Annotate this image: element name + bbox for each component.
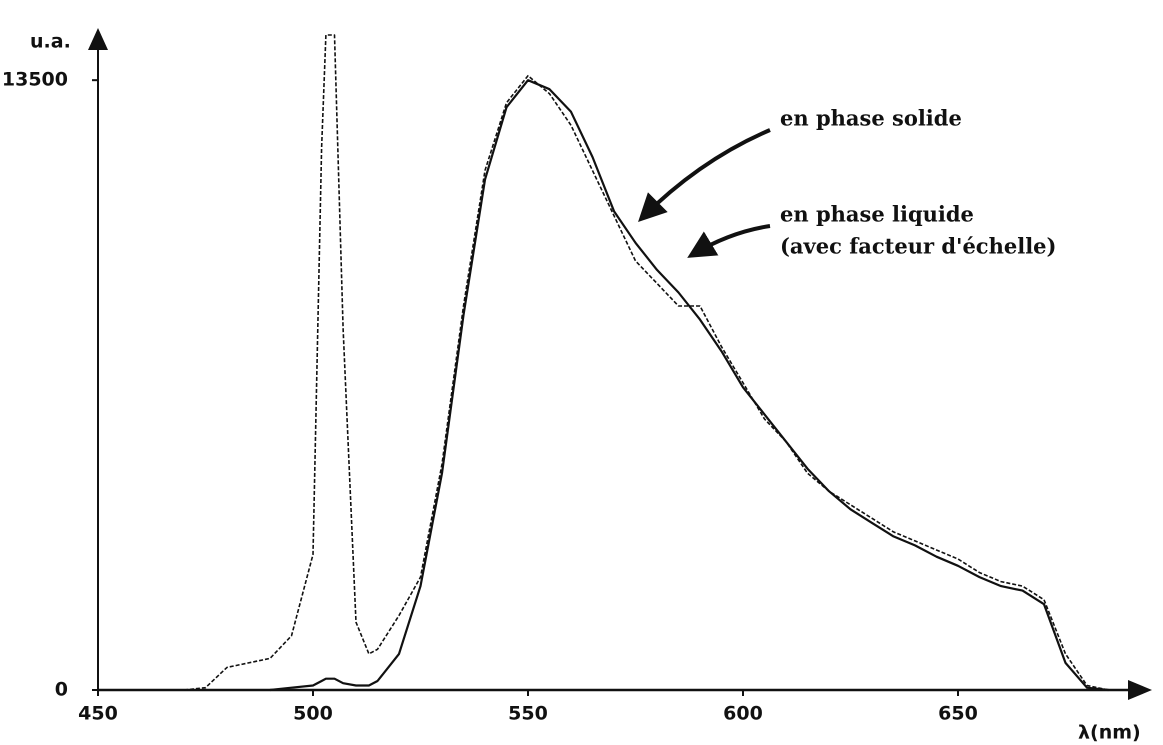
annotation-arrow bbox=[687, 224, 771, 258]
x-tick-label: 450 bbox=[78, 703, 118, 725]
y-tick-label: 13500 bbox=[2, 69, 68, 91]
data-line bbox=[269, 79, 1109, 692]
x-tick-label: 550 bbox=[508, 703, 548, 725]
y-axis-label: u.a. bbox=[30, 31, 71, 53]
annotation-arrow bbox=[638, 128, 771, 222]
y-axis-arrow bbox=[88, 28, 108, 50]
annotation: (avec facteur d'échelle) bbox=[780, 234, 1056, 259]
x-tick-label: 500 bbox=[293, 703, 333, 725]
x-axis-arrow bbox=[1128, 680, 1152, 700]
y-tick-label: 0 bbox=[55, 679, 68, 701]
annotation: en phase solide bbox=[780, 106, 962, 131]
x-axis-label: λ(nm) bbox=[1078, 722, 1141, 744]
x-tick-label: 600 bbox=[723, 703, 763, 725]
annotation: en phase liquide bbox=[780, 202, 974, 227]
data-line bbox=[183, 34, 1109, 691]
x-tick-label: 650 bbox=[938, 703, 978, 725]
